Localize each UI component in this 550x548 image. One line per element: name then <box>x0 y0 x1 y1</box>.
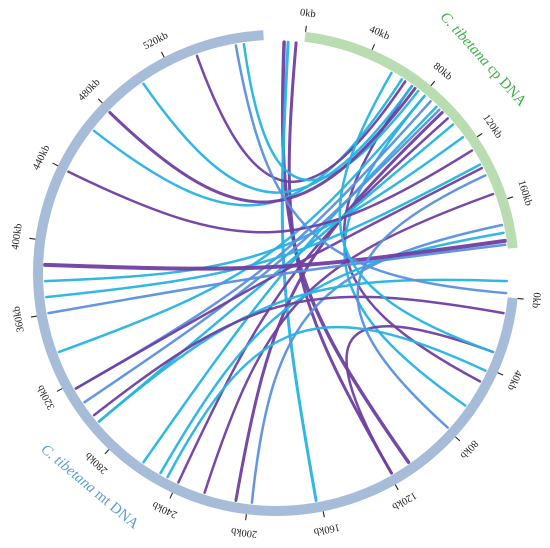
link-32 <box>338 71 495 354</box>
link-5 <box>142 105 438 464</box>
mt-tick-label-2: 80kb <box>458 438 480 461</box>
mt-tick-10 <box>29 237 36 240</box>
link-15 <box>57 94 426 354</box>
mt-tick-label-4: 160kb <box>313 521 341 537</box>
mt-tick-7 <box>104 449 110 455</box>
mt-tick-label-11: 440kb <box>31 144 52 172</box>
link-11 <box>195 54 407 183</box>
cp-tick-label-4: 160kb <box>515 179 533 207</box>
mt-tick-12 <box>97 98 103 104</box>
link-25 <box>47 243 507 315</box>
mt-tick-8 <box>56 388 63 392</box>
link-14 <box>108 87 417 204</box>
link-6 <box>234 111 444 502</box>
cp-tick-label-0: 0kb <box>299 7 316 20</box>
mt-genome-arc <box>33 30 518 516</box>
link-19 <box>45 163 482 299</box>
cp-tick-1 <box>371 44 375 51</box>
cp-genome-label: C. tibetana cp DNA <box>437 9 530 110</box>
cp-tick-3 <box>476 132 483 138</box>
genome-arcs <box>33 30 518 516</box>
mt-tick-label-13: 520kb <box>142 30 170 52</box>
mt-tick-13 <box>160 51 165 58</box>
link-24 <box>43 238 507 271</box>
cp-tick-label-2: 80kb <box>431 61 454 83</box>
mt-tick-0 <box>517 297 524 300</box>
link-18 <box>67 149 474 234</box>
mt-tick-1 <box>497 372 504 376</box>
mt-tick-label-10: 400kb <box>10 223 25 251</box>
link-28 <box>92 295 505 417</box>
mt-tick-label-9: 360kb <box>11 305 26 333</box>
mt-tick-2 <box>455 436 461 442</box>
cp-tick-4 <box>507 196 514 200</box>
mt-tick-label-1: 40kb <box>505 368 524 392</box>
mt-tick-4 <box>322 511 325 518</box>
link-9 <box>43 135 465 283</box>
mt-tick-11 <box>52 162 59 167</box>
link-22 <box>250 223 504 504</box>
link-7 <box>177 117 449 484</box>
cp-tick-label-3: 120kb <box>480 113 504 141</box>
link-31 <box>356 174 487 429</box>
mt-tick-label-3: 120kb <box>390 489 418 511</box>
mt-tick-5 <box>245 514 247 521</box>
mt-tick-3 <box>394 484 399 491</box>
link-13 <box>242 42 420 182</box>
link-29 <box>345 325 495 475</box>
cp-tick-2 <box>430 80 436 87</box>
link-10 <box>92 78 404 207</box>
mt-tick-label-8: 320kb <box>35 383 57 411</box>
mt-tick-9 <box>30 315 37 318</box>
cp-tick-0 <box>305 25 307 32</box>
links-layer <box>43 40 509 504</box>
link-26 <box>97 278 509 423</box>
link-27 <box>234 44 508 295</box>
cp-tick-label-1: 40kb <box>367 24 391 42</box>
link-30 <box>166 325 487 479</box>
mt-tick-label-0: 0kb <box>529 292 542 309</box>
mt-tick-label-5: 200kb <box>230 525 257 539</box>
mt-tick-6 <box>169 492 174 499</box>
cp-genome-arc <box>304 31 518 249</box>
mt-tick-label-6: 240kb <box>151 499 179 520</box>
link-8 <box>97 123 455 423</box>
link-12 <box>142 82 414 194</box>
